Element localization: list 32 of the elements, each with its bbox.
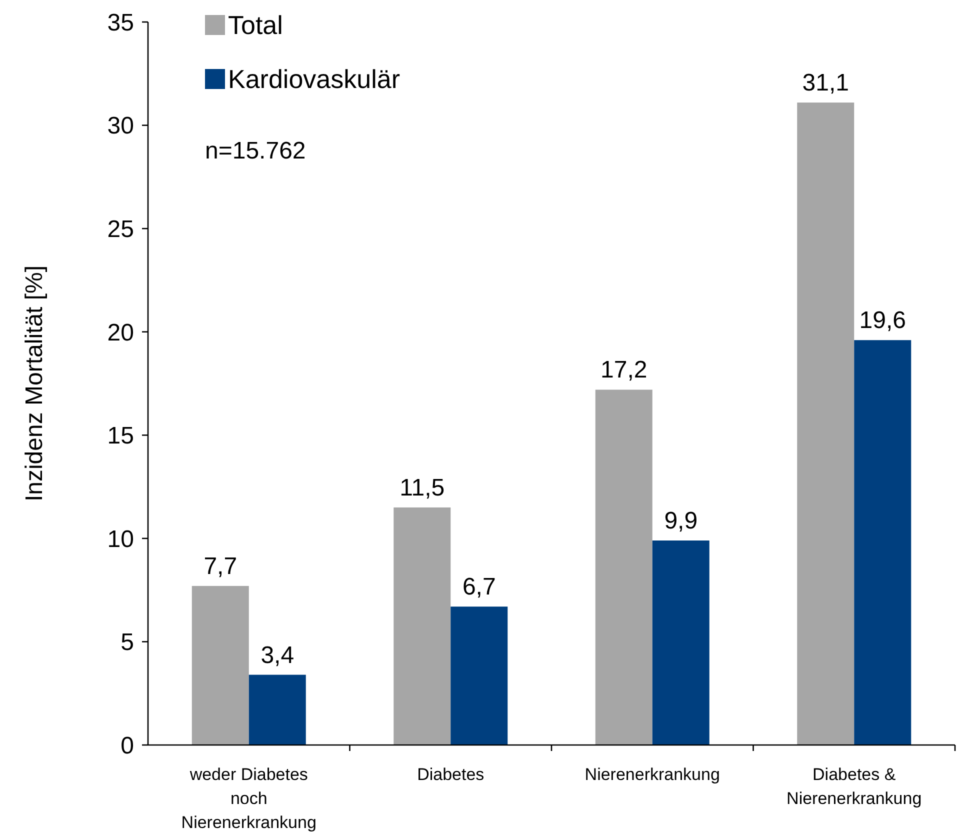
x-tick-label: Diabetes (417, 765, 484, 784)
y-tick-label: 35 (107, 9, 134, 36)
x-tick-label: Diabetes & Nierenerkrankung (786, 765, 922, 808)
bar (595, 390, 652, 745)
data-label: 11,5 (400, 474, 445, 502)
bar (450, 606, 508, 745)
y-tick-label: 10 (107, 526, 134, 553)
y-tick-label: 30 (107, 112, 134, 140)
data-label: 3,4 (260, 642, 294, 669)
data-label: 17,2 (600, 356, 648, 384)
data-label: 9,9 (664, 507, 698, 534)
data-label: 7,7 (204, 552, 238, 580)
y-axis-title: Inzidenz Mortalität [%] (21, 265, 48, 502)
x-tick-label: Nierenerkrankung (584, 765, 720, 784)
bar (797, 102, 854, 745)
annotation: n=15.762 (205, 137, 306, 164)
bar (854, 340, 912, 745)
x-tick-label: weder Diabetes noch Nierenerkrankung (181, 765, 316, 832)
data-label: 6,7 (462, 574, 496, 601)
bar (192, 586, 249, 745)
y-tick-label: 0 (120, 732, 134, 760)
legend-label: Kardiovaskulär (228, 64, 400, 94)
legend-label: Total (228, 10, 283, 40)
data-label: 19,6 (859, 307, 906, 334)
y-tick-label: 20 (107, 319, 134, 346)
bar (394, 507, 451, 745)
y-tick-label: 15 (107, 422, 134, 450)
data-label: 31,1 (802, 70, 849, 97)
bar (248, 674, 306, 745)
bar (652, 540, 710, 745)
y-tick-label: 5 (120, 629, 134, 656)
y-tick-label: 25 (107, 216, 134, 243)
